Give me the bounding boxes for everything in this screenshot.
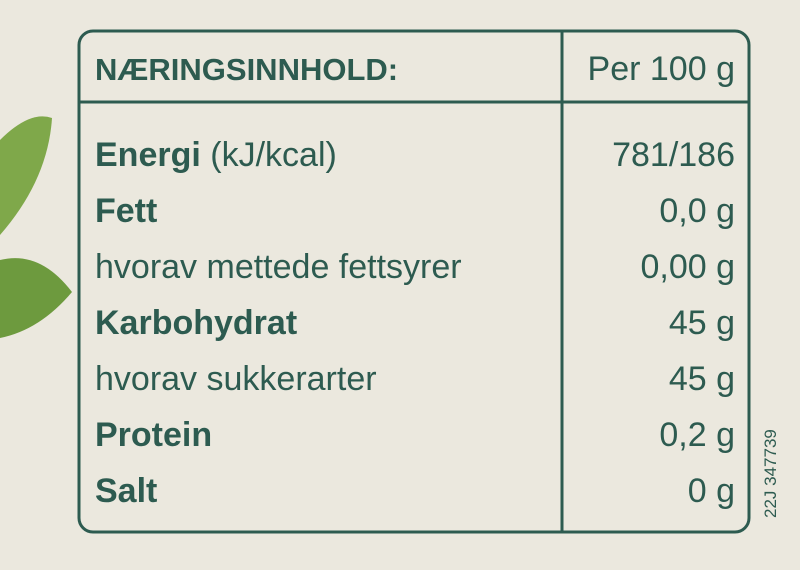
header-title: NÆRINGSINNHOLD:: [95, 52, 398, 87]
row-value: 45 g: [669, 360, 735, 398]
row-value: 0,00 g: [640, 248, 735, 286]
product-code: 22J 347739: [761, 429, 780, 518]
row-value: 0,0 g: [659, 192, 735, 230]
nutrient: Energi: [95, 136, 201, 174]
row-name: hvorav sukkerarter: [95, 360, 377, 398]
row-name: Salt: [95, 472, 157, 510]
row-value: 0,2 g: [659, 416, 735, 454]
leaf: [0, 258, 72, 338]
row-name: Karbohydrat: [95, 304, 297, 342]
row-name: Energi (kJ/kcal): [95, 136, 337, 174]
row-value: 781/186: [612, 136, 735, 174]
header-column: Per 100 g: [588, 50, 735, 88]
table-border: [77, 29, 751, 534]
row-name: Fett: [95, 192, 157, 230]
row-value: 45 g: [669, 304, 735, 342]
unit: (kJ/kcal): [210, 136, 337, 174]
leaf: [0, 116, 52, 235]
row-name: hvorav mettede fettsyrer: [95, 248, 462, 286]
row-value: 0 g: [688, 472, 735, 510]
row-name: Protein: [95, 416, 212, 454]
